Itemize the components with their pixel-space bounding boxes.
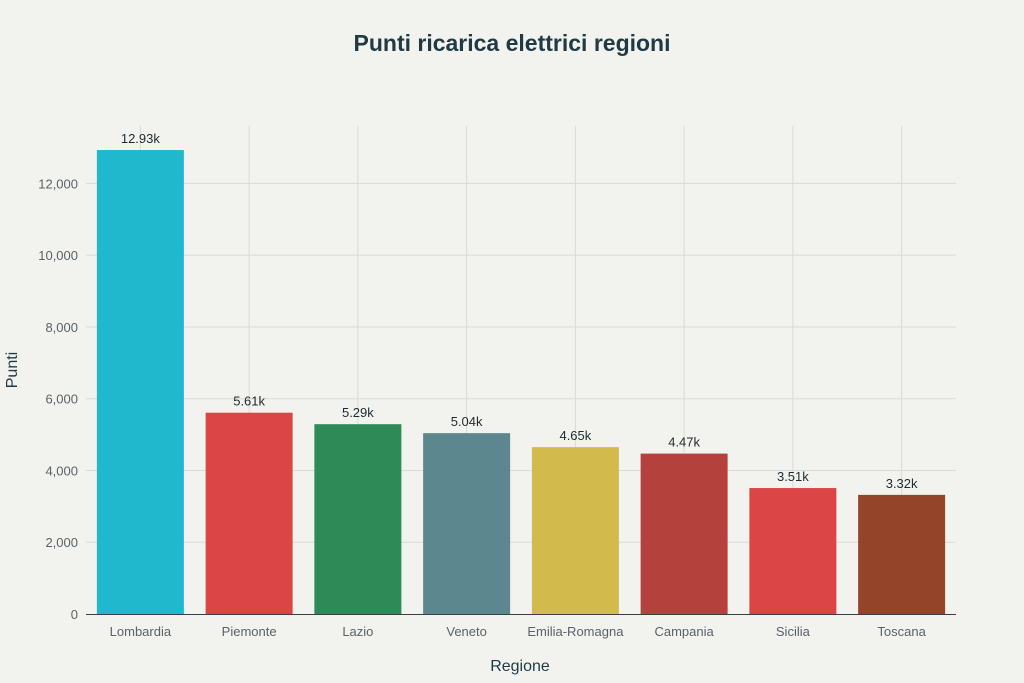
bar	[314, 424, 402, 614]
chart-title: Punti ricarica elettrici regioni	[354, 30, 671, 56]
x-tick-label: Emilia-Romagna	[527, 624, 624, 639]
y-tick-label: 6,000	[45, 392, 78, 407]
x-tick-label: Lombardia	[110, 624, 172, 639]
data-labels: 12.93k 5.61k 5.29k 5.04k 4.65k 4.47k 3.51k 3.32…	[121, 131, 918, 491]
bar	[749, 488, 837, 614]
bar-value-label: 5.29k	[342, 405, 374, 420]
bar	[96, 150, 184, 614]
bar-value-label: 3.32k	[886, 476, 918, 491]
x-tick-label: Lazio	[342, 624, 373, 639]
y-tick-label: 8,000	[45, 320, 78, 335]
x-tick-label: Campania	[654, 624, 714, 639]
bar	[858, 494, 946, 614]
x-axis-title: Regione	[490, 658, 550, 675]
bar	[205, 412, 293, 614]
x-tick-label: Sicilia	[776, 624, 811, 639]
y-axis-ticks: 0 2,000 4,000 6,000 8,000 10,000 12,000	[38, 176, 78, 622]
bar-value-label: 5.04k	[451, 414, 483, 429]
x-tick-label: Veneto	[446, 624, 487, 639]
bar-value-label: 12.93k	[121, 131, 161, 146]
y-tick-label: 10,000	[38, 248, 78, 263]
x-tick-label: Piemonte	[222, 624, 277, 639]
x-tick-label: Toscana	[877, 624, 926, 639]
bars	[96, 150, 946, 614]
bar-value-label: 4.47k	[668, 435, 700, 450]
y-tick-label: 0	[71, 607, 78, 622]
bar-value-label: 3.51k	[777, 469, 809, 484]
y-tick-label: 12,000	[38, 176, 78, 191]
bar	[423, 433, 511, 614]
bar-value-label: 5.61k	[233, 394, 265, 409]
bar	[640, 453, 728, 614]
y-tick-label: 4,000	[45, 463, 78, 478]
y-tick-label: 2,000	[45, 535, 78, 550]
bar	[531, 447, 619, 614]
bar-value-label: 4.65k	[559, 428, 591, 443]
x-axis-ticks: Lombardia Piemonte Lazio Veneto Emilia-Romag…	[110, 624, 927, 639]
y-axis-title: Punti	[4, 352, 21, 388]
